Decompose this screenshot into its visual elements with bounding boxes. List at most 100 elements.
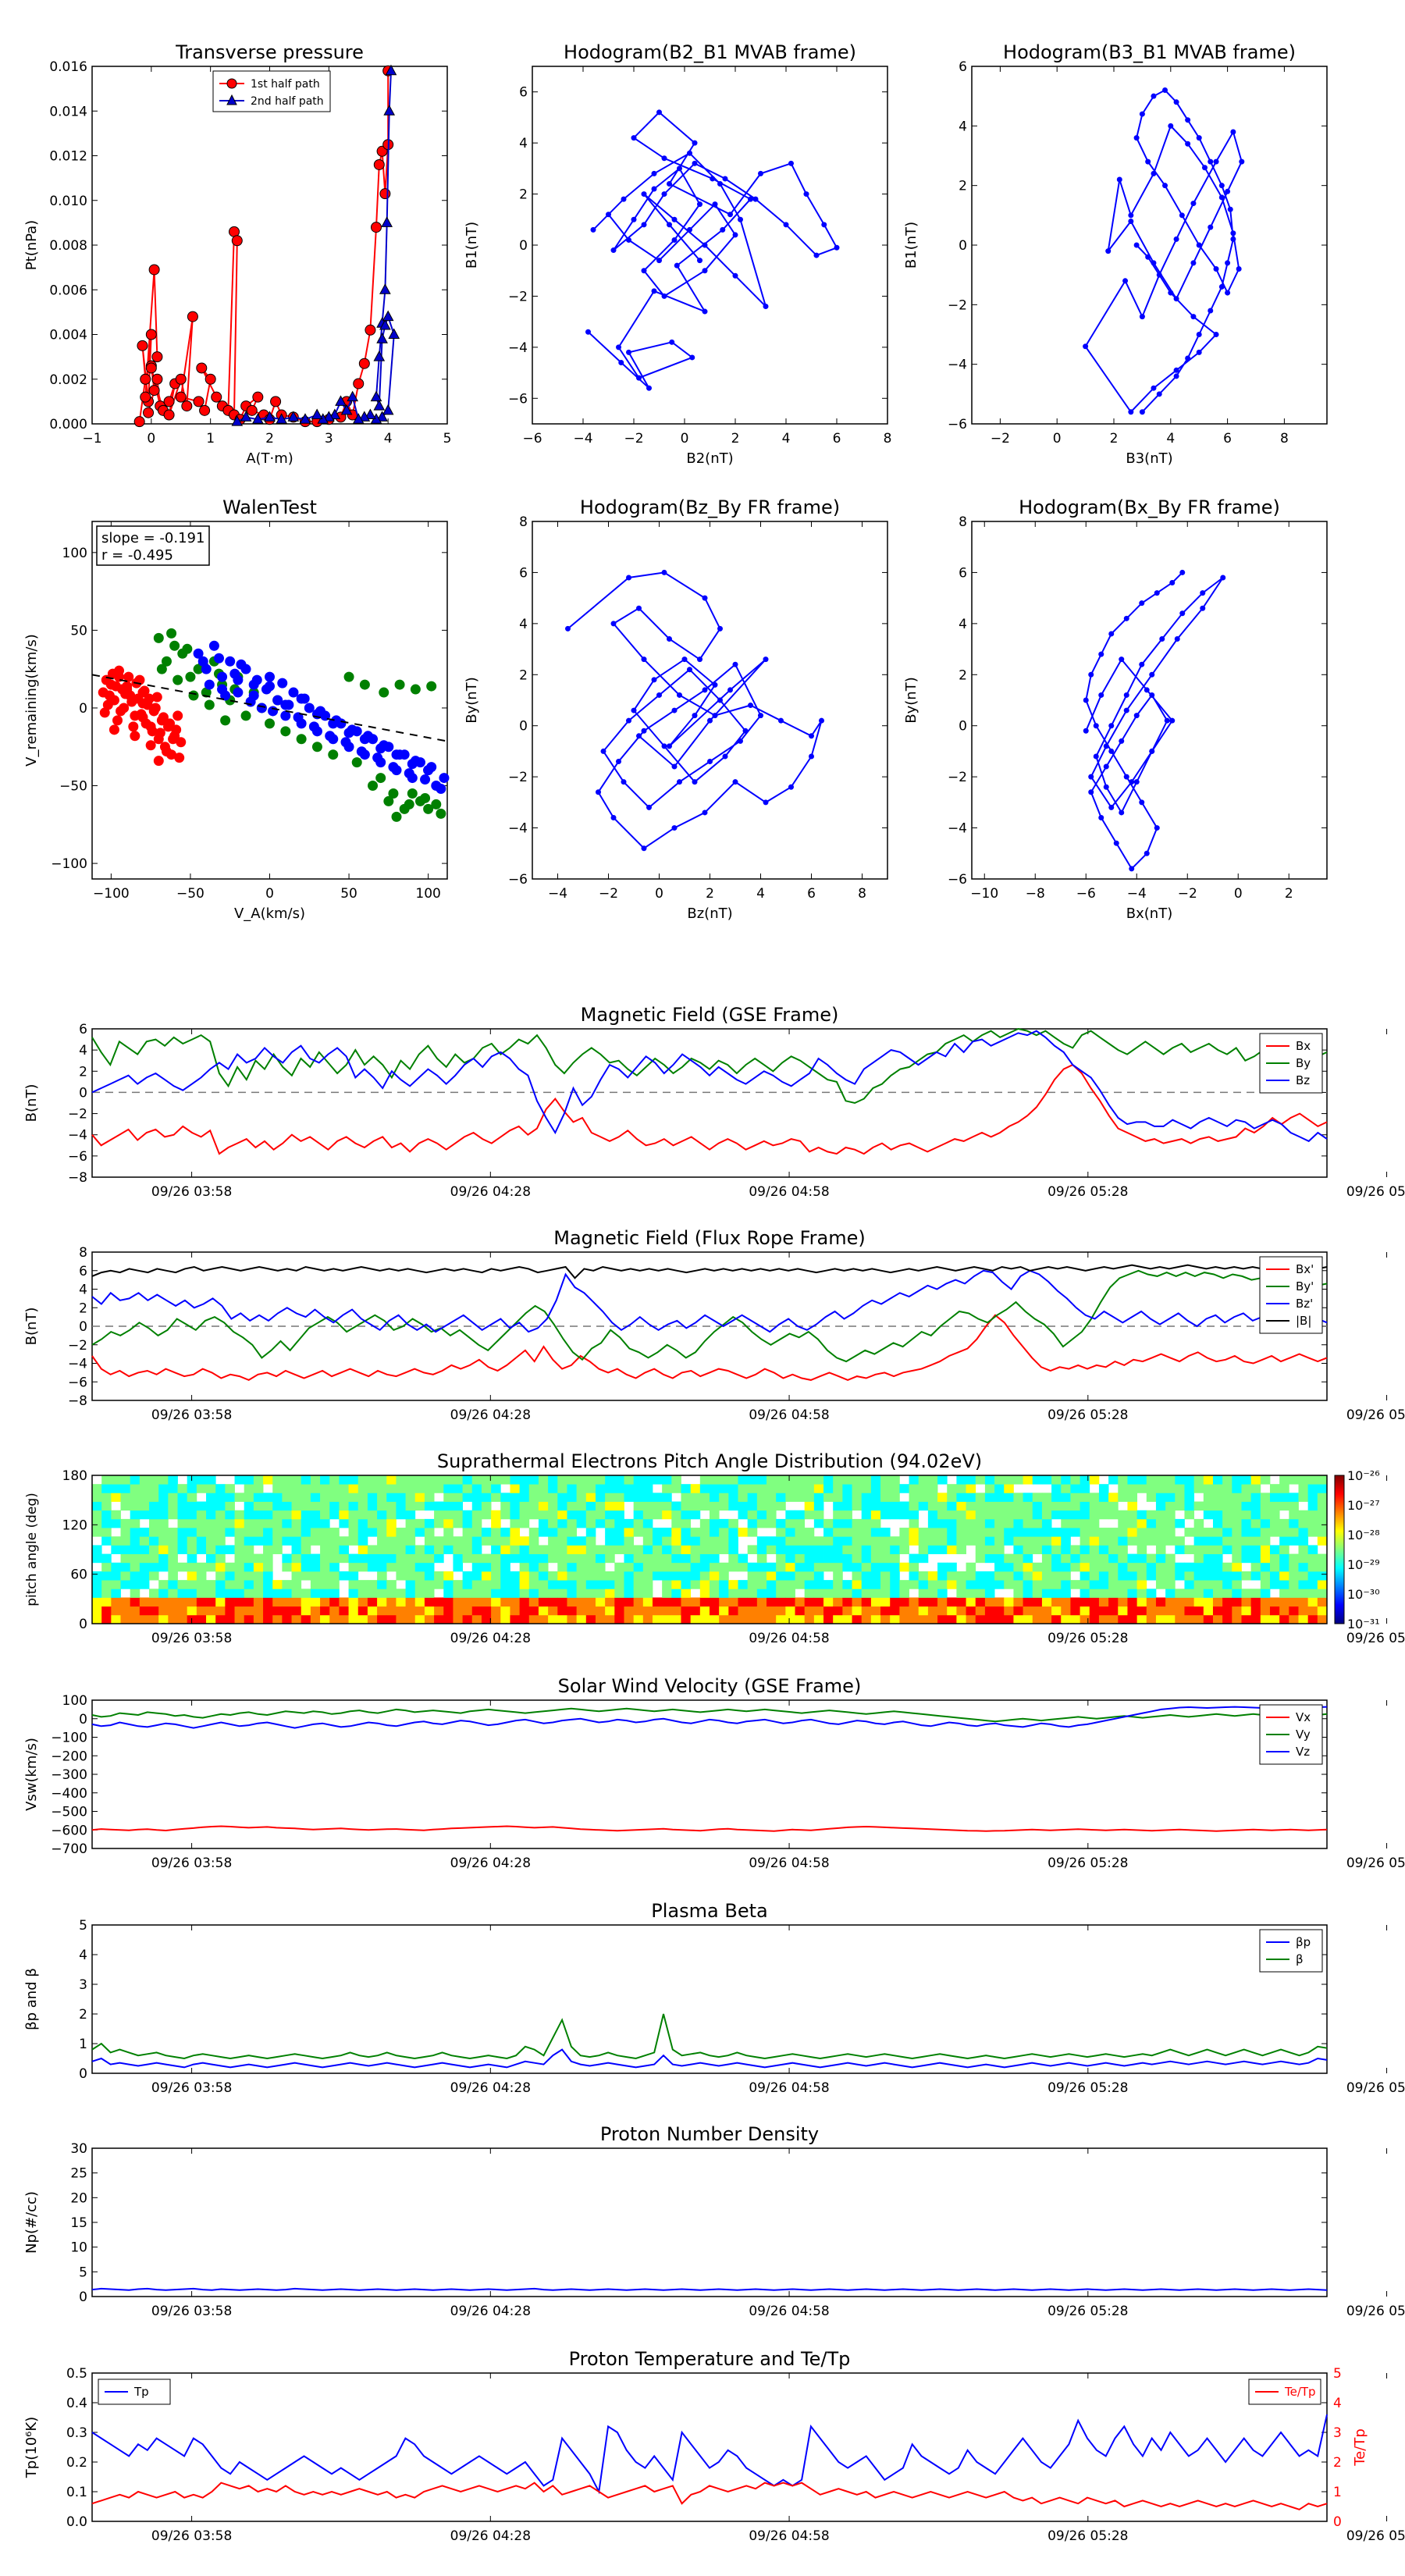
heatmap-cell	[767, 1501, 777, 1511]
data-point	[813, 252, 820, 258]
heatmap-cell	[1061, 1597, 1071, 1607]
y-tick-label: 10	[70, 2240, 87, 2256]
data-point	[233, 687, 244, 698]
heatmap-cell	[405, 1501, 416, 1511]
heatmap-cell	[833, 1545, 843, 1554]
y-tick-label: 0.3	[66, 2425, 87, 2441]
heatmap-cell	[747, 1562, 758, 1572]
heatmap-cell	[899, 1510, 909, 1520]
x-tick-label: −2	[991, 431, 1010, 447]
y-tick-label: 0	[79, 701, 87, 717]
heatmap-cell	[1070, 1580, 1080, 1589]
heatmap-cell	[519, 1589, 530, 1598]
heatmap-cell	[747, 1493, 758, 1502]
heatmap-cell	[567, 1606, 578, 1616]
heatmap-cell	[1041, 1518, 1052, 1528]
heatmap-cell	[453, 1597, 463, 1607]
data-point	[280, 699, 291, 710]
heatmap-cell	[1184, 1528, 1195, 1537]
heatmap-cell	[927, 1475, 938, 1485]
heatmap-cell	[776, 1518, 786, 1528]
heatmap-cell	[1307, 1553, 1318, 1564]
heatmap-cell	[491, 1545, 501, 1554]
data-point	[137, 687, 148, 698]
heatmap-cell	[966, 1528, 976, 1537]
data-point	[199, 404, 211, 416]
heatmap-cell	[767, 1571, 777, 1581]
heatmap-cell	[681, 1518, 692, 1528]
heatmap-cell	[1260, 1528, 1271, 1537]
y-tick-label: −2	[948, 297, 967, 313]
heatmap-cell	[244, 1545, 254, 1554]
heatmap-cell	[1127, 1580, 1138, 1589]
x-tick-label: 100	[415, 886, 440, 902]
heatmap-cell	[92, 1545, 102, 1554]
heatmap-cell	[804, 1493, 815, 1502]
heatmap-cell	[244, 1580, 254, 1589]
heatmap-cell	[1232, 1571, 1242, 1581]
heatmap-cell	[206, 1493, 216, 1502]
heatmap-cell	[918, 1606, 929, 1616]
heatmap-cell	[861, 1589, 872, 1598]
heatmap-cell	[567, 1571, 578, 1581]
heatmap-cell	[927, 1545, 938, 1554]
heatmap-cell	[1232, 1528, 1242, 1537]
data-point	[1179, 212, 1185, 219]
heatmap-cell	[310, 1493, 321, 1502]
heatmap-cell	[215, 1597, 226, 1607]
x-tick-label: −50	[176, 886, 205, 902]
heatmap-cell	[833, 1571, 843, 1581]
x-tick-label: 3	[325, 431, 333, 447]
data-point	[376, 411, 388, 422]
data-point	[325, 731, 336, 742]
data-point	[379, 319, 391, 330]
heatmap-cell	[1108, 1553, 1119, 1564]
y-tick-label: 2	[959, 667, 967, 683]
data-point	[1145, 254, 1151, 260]
heatmap-cell	[870, 1484, 881, 1493]
heatmap-cell	[1193, 1571, 1204, 1581]
heatmap-cell	[1127, 1597, 1138, 1607]
heatmap-cell	[804, 1571, 815, 1581]
heatmap-cell	[244, 1518, 254, 1528]
data-point	[385, 64, 397, 76]
heatmap-cell	[756, 1518, 767, 1528]
y-tick-label: −4	[948, 358, 967, 373]
heatmap-cell	[585, 1597, 596, 1607]
heatmap-cell	[519, 1475, 530, 1485]
heatmap-cell	[984, 1528, 995, 1537]
heatmap-cell	[947, 1580, 957, 1589]
heatmap-cell	[1279, 1475, 1289, 1485]
heatmap-cell	[975, 1501, 986, 1511]
heatmap-cell	[1165, 1571, 1176, 1581]
series-line	[91, 2414, 1328, 2495]
heatmap-cell	[719, 1493, 729, 1502]
heatmap-cell	[994, 1562, 1005, 1572]
heatmap-cell	[519, 1553, 530, 1564]
heatmap-cell	[1317, 1484, 1328, 1493]
heatmap-cell	[510, 1518, 521, 1528]
heatmap-cell	[177, 1562, 188, 1572]
y-tick-label: −600	[51, 1823, 87, 1838]
heatmap-cell	[1032, 1528, 1043, 1537]
x-tick-label: 09/26 04:28	[450, 2304, 531, 2319]
heatmap-cell	[1212, 1589, 1223, 1598]
heatmap-cell	[728, 1614, 738, 1624]
heatmap-cell	[728, 1545, 738, 1554]
heatmap-cell	[699, 1562, 710, 1572]
heatmap-cell	[927, 1518, 938, 1528]
data-point	[375, 773, 386, 784]
data-point	[311, 408, 323, 420]
data-point	[148, 264, 160, 276]
heatmap-cell	[168, 1589, 178, 1598]
data-point	[585, 329, 591, 335]
heatmap-cell	[177, 1545, 188, 1554]
data-point	[145, 721, 156, 732]
heatmap-cell	[652, 1501, 663, 1511]
data-point	[410, 684, 421, 695]
heatmap-cell	[585, 1553, 596, 1564]
heatmap-cell	[937, 1597, 948, 1607]
heatmap-cell	[500, 1597, 510, 1607]
heatmap-cell	[253, 1493, 264, 1502]
